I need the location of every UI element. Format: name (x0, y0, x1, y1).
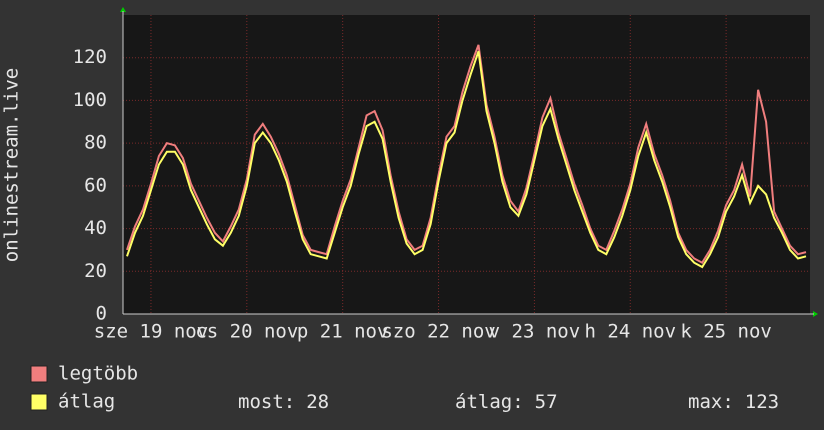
plot-area (123, 15, 810, 314)
stat: most: 28 (238, 391, 329, 413)
y-tick-label: 60 (84, 174, 107, 196)
legend-label: legtöbb (58, 363, 138, 385)
x-tick-label: szo 22 nov (381, 321, 495, 343)
arrow (120, 7, 126, 12)
y-tick-label: 80 (84, 132, 107, 154)
legend-swatch (30, 365, 48, 383)
stat: max: 123 (688, 391, 779, 413)
y-tick-label: 40 (84, 217, 107, 239)
y-tick-label: 20 (84, 260, 107, 282)
arrow (813, 311, 818, 317)
stat: átlag: 57 (455, 391, 558, 413)
stat-label: max: (688, 391, 734, 413)
y-tick-label: 100 (73, 89, 107, 111)
legend-swatch (30, 393, 48, 411)
legend-label: átlag (58, 391, 115, 413)
y-axis-label: onlinestream.live (1, 68, 23, 262)
stat-value: 57 (535, 391, 558, 413)
stat-value: 28 (306, 391, 329, 413)
y-tick-label: 0 (96, 303, 107, 325)
x-tick-label: cs 20 nov (195, 321, 298, 343)
x-tick-label: sze 19 nov (94, 321, 208, 343)
x-tick-label: v 23 nov (489, 321, 581, 343)
stat-label: most: (238, 391, 295, 413)
stat-label: átlag: (455, 391, 524, 413)
stat-value: 123 (745, 391, 779, 413)
x-tick-label: k 25 nov (680, 321, 772, 343)
series-line (126, 50, 807, 269)
x-tick-label: p 21 nov (297, 321, 389, 343)
y-tick-label: 120 (73, 46, 107, 68)
x-tick-label: h 24 nov (585, 321, 677, 343)
series-line (126, 44, 807, 265)
